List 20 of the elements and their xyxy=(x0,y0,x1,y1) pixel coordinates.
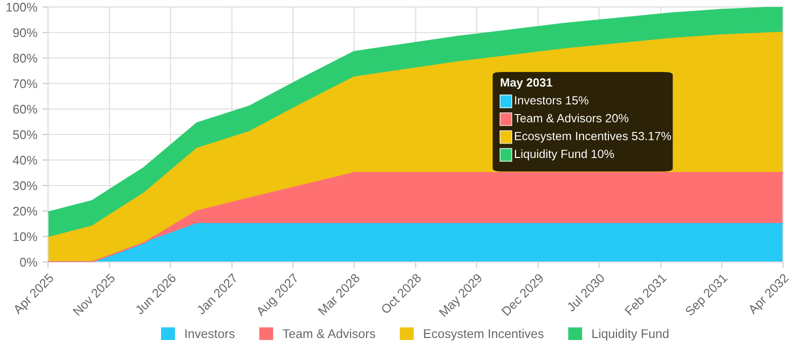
annotation: Team & Advisors 20% xyxy=(514,114,628,122)
annotation: Investors 15% xyxy=(515,96,588,105)
y-tick-label: 60% xyxy=(13,104,38,114)
y-tick-label: 40% xyxy=(12,156,38,165)
annotation: Ecosystem Incentives 53.17% xyxy=(514,132,672,143)
legend-label: Team & Advisors xyxy=(282,328,376,338)
y-tick-label: 0% xyxy=(20,258,38,267)
legend-label: Ecosystem Incentives xyxy=(424,328,544,341)
y-tick-label: 100% xyxy=(6,2,38,12)
annotation: Liquidity Fund 10% xyxy=(514,149,614,160)
y-tick-label: 30% xyxy=(13,181,38,190)
y-tick-label: 20% xyxy=(13,206,38,216)
y-tick-label: 80% xyxy=(13,54,38,63)
legend-label: Liquidity Fund xyxy=(592,328,668,341)
y-tick-label: 50% xyxy=(13,130,38,140)
y-tick-label: 90% xyxy=(13,28,38,38)
y-tick-label: 70% xyxy=(13,79,38,88)
legend-label: Investors xyxy=(185,329,235,338)
annotation: May 2031 xyxy=(500,78,552,89)
y-tick-label: 10% xyxy=(14,232,38,242)
